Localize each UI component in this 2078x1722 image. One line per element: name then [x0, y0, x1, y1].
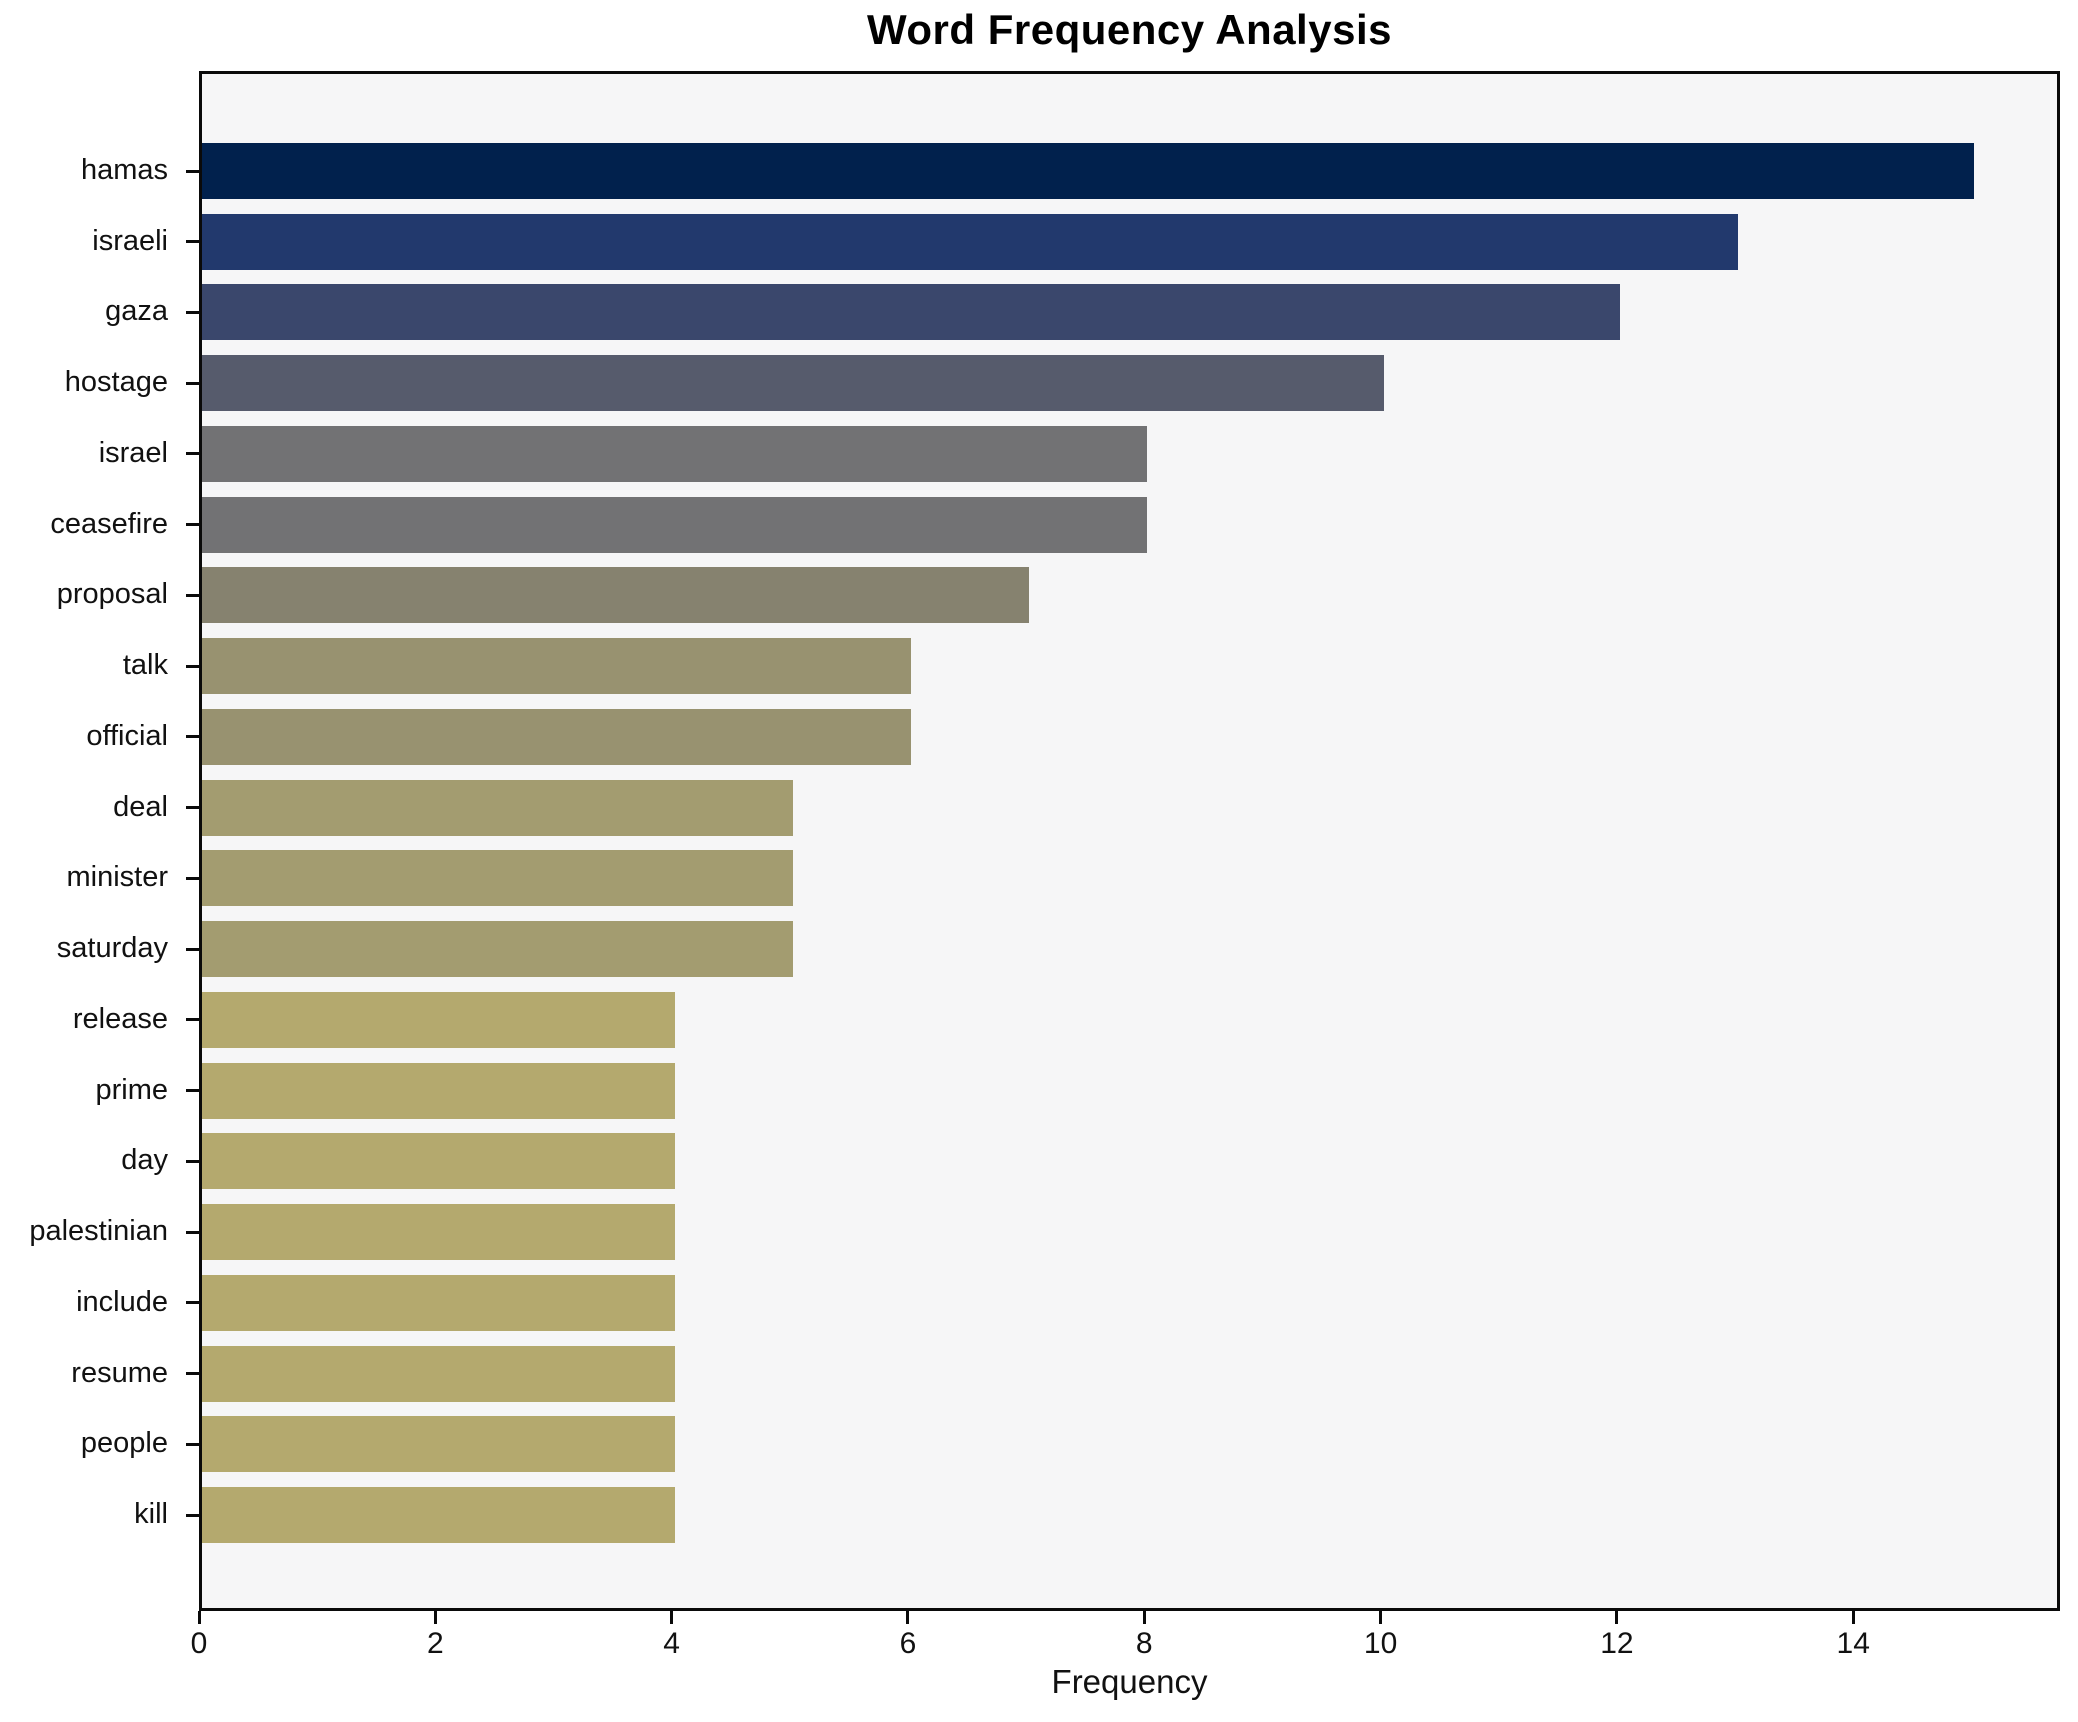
y-tick-mark [186, 1018, 199, 1022]
y-tick-label: proposal [56, 578, 168, 611]
y-tick-label: saturday [56, 931, 168, 964]
y-tick-mark [186, 240, 199, 244]
y-tick-label: israel [98, 436, 168, 469]
bar-israeli [202, 213, 1739, 270]
y-tick-label: include [76, 1285, 168, 1318]
x-axis-title: Frequency [1051, 1663, 1208, 1700]
y-tick-label: resume [71, 1356, 168, 1389]
y-tick-mark [186, 1230, 199, 1234]
y-tick-mark [186, 1089, 199, 1093]
y-tick-label: israeli [92, 224, 168, 257]
y-tick-label: palestinian [29, 1214, 168, 1247]
y-tick-label: minister [66, 861, 168, 894]
y-tick-mark [186, 664, 199, 668]
bar-official [202, 708, 911, 765]
y-tick-mark [186, 310, 199, 314]
bar-include [202, 1274, 675, 1331]
bar-release [202, 991, 675, 1048]
bar-israel [202, 425, 1148, 482]
bar-proposal [202, 567, 1030, 624]
x-tick-label: 2 [426, 1627, 444, 1660]
y-tick-mark [186, 381, 199, 385]
y-tick-mark [186, 1513, 199, 1517]
bar-deal [202, 779, 793, 836]
y-tick-label: ceasefire [50, 507, 168, 540]
bar-prime [202, 1062, 675, 1119]
bar-talk [202, 638, 911, 695]
y-tick-mark [186, 806, 199, 810]
y-tick-label: talk [122, 649, 168, 682]
y-tick-mark [186, 947, 199, 951]
x-tick-label: 6 [899, 1627, 917, 1660]
y-tick-mark [186, 452, 199, 456]
y-tick-label: kill [134, 1497, 168, 1530]
y-tick-mark [186, 1372, 199, 1376]
y-tick-label: people [80, 1427, 168, 1460]
y-tick-label: prime [95, 1073, 168, 1106]
bar-hostage [202, 355, 1384, 412]
y-tick-mark [186, 1442, 199, 1446]
y-tick-mark [186, 169, 199, 173]
x-tick-mark [670, 1611, 674, 1624]
x-tick-label: 0 [190, 1627, 208, 1660]
x-tick-label: 14 [1836, 1627, 1870, 1660]
plot-area [199, 71, 2060, 1611]
bar-saturday [202, 921, 793, 978]
x-tick-mark [1142, 1611, 1146, 1624]
x-tick-label: 12 [1600, 1627, 1634, 1660]
y-tick-mark [186, 876, 199, 880]
y-tick-mark [186, 593, 199, 597]
x-axis: 0 2 4 6 8 10 12 14 [191, 1611, 2060, 1711]
x-tick-mark [433, 1611, 437, 1624]
bar-gaza [202, 284, 1620, 341]
y-tick-mark [186, 523, 199, 527]
y-tick-label: release [72, 1002, 168, 1035]
bar-hamas [202, 143, 1975, 199]
y-tick-label: deal [113, 790, 168, 823]
y-tick-label: hamas [80, 153, 168, 186]
y-tick-label: hostage [64, 366, 168, 399]
bar-resume [202, 1345, 675, 1402]
y-tick-mark [186, 1159, 199, 1163]
x-tick-mark [906, 1611, 910, 1624]
y-tick-mark [186, 735, 199, 739]
x-tick-mark [1851, 1611, 1855, 1624]
x-tick-label: 4 [663, 1627, 680, 1660]
bar-people [202, 1416, 675, 1473]
bar-kill [202, 1487, 675, 1544]
bar-ceasefire [202, 496, 1148, 553]
x-tick-mark [197, 1611, 201, 1624]
bar-palestinian [202, 1204, 675, 1261]
y-tick-label: gaza [105, 295, 168, 328]
x-tick-label: 8 [1135, 1627, 1153, 1660]
y-tick-label: official [86, 719, 168, 752]
bar-day [202, 1133, 675, 1190]
x-tick-label: 10 [1363, 1627, 1398, 1660]
bar-minister [202, 850, 793, 907]
y-tick-mark [186, 1301, 199, 1305]
y-tick-label: day [121, 1144, 168, 1177]
x-tick-mark [1379, 1611, 1383, 1624]
y-axis: hamas israeli gaza hostage israel ceasefire pr… [0, 71, 199, 1611]
chart-title: Word Frequency Analysis [867, 6, 1392, 53]
x-tick-mark [1615, 1611, 1619, 1624]
